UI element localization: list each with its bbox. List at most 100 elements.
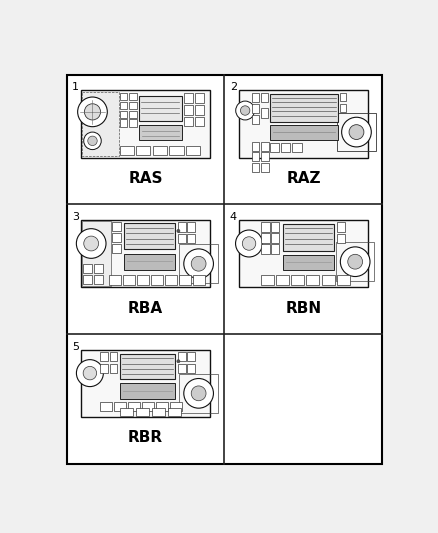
Bar bbox=[337, 234, 345, 244]
Circle shape bbox=[191, 386, 206, 401]
Bar bbox=[251, 163, 259, 172]
Bar bbox=[82, 92, 119, 156]
Bar bbox=[261, 93, 268, 102]
Bar bbox=[270, 125, 338, 140]
Circle shape bbox=[348, 254, 363, 269]
Bar bbox=[152, 408, 165, 416]
Bar bbox=[139, 125, 182, 140]
Bar bbox=[170, 402, 182, 411]
Bar bbox=[271, 244, 279, 254]
Bar bbox=[239, 90, 368, 158]
Bar bbox=[123, 275, 135, 285]
Bar bbox=[239, 220, 368, 287]
Bar bbox=[339, 104, 346, 112]
Bar bbox=[337, 222, 345, 232]
Circle shape bbox=[84, 236, 99, 251]
Bar bbox=[129, 102, 137, 109]
Bar bbox=[165, 275, 177, 285]
Bar bbox=[179, 275, 191, 285]
Bar bbox=[129, 119, 137, 127]
Bar bbox=[283, 224, 335, 251]
Bar bbox=[120, 110, 127, 118]
Bar bbox=[261, 152, 268, 161]
Bar bbox=[83, 274, 92, 284]
Bar bbox=[120, 383, 175, 399]
Bar bbox=[120, 408, 133, 416]
Bar bbox=[251, 115, 259, 124]
Bar bbox=[337, 275, 350, 285]
Circle shape bbox=[242, 237, 256, 250]
Text: 4: 4 bbox=[230, 212, 237, 222]
Circle shape bbox=[85, 104, 101, 120]
Circle shape bbox=[236, 230, 262, 257]
Bar bbox=[283, 255, 335, 270]
Bar bbox=[307, 275, 319, 285]
Bar bbox=[129, 110, 137, 118]
Bar bbox=[270, 143, 279, 151]
Bar bbox=[81, 350, 210, 417]
Bar bbox=[128, 402, 140, 411]
Bar bbox=[195, 105, 204, 115]
Bar bbox=[124, 254, 175, 270]
Bar bbox=[186, 146, 200, 155]
Circle shape bbox=[240, 106, 250, 115]
Bar bbox=[261, 244, 270, 254]
Circle shape bbox=[177, 360, 180, 363]
Circle shape bbox=[236, 101, 254, 120]
Bar bbox=[120, 93, 127, 100]
Bar bbox=[291, 275, 304, 285]
Bar bbox=[184, 117, 194, 126]
Bar bbox=[261, 275, 274, 285]
Bar bbox=[170, 146, 184, 155]
Bar bbox=[178, 364, 186, 373]
Bar bbox=[187, 364, 195, 373]
Bar bbox=[187, 234, 195, 244]
Bar bbox=[110, 364, 117, 373]
Bar bbox=[178, 234, 186, 244]
Bar bbox=[124, 223, 175, 249]
Bar bbox=[184, 93, 194, 103]
Text: 3: 3 bbox=[72, 212, 79, 222]
Text: RAS: RAS bbox=[128, 171, 163, 186]
Text: RBA: RBA bbox=[128, 301, 163, 316]
Circle shape bbox=[177, 229, 180, 232]
Bar bbox=[136, 408, 148, 416]
Text: RBN: RBN bbox=[285, 301, 321, 316]
Bar bbox=[100, 364, 108, 373]
Bar bbox=[195, 93, 204, 103]
Bar bbox=[271, 233, 279, 243]
Bar bbox=[184, 105, 194, 115]
Bar bbox=[83, 264, 92, 273]
Bar bbox=[112, 244, 121, 253]
Bar bbox=[136, 146, 150, 155]
Bar bbox=[339, 93, 346, 101]
Bar bbox=[120, 146, 134, 155]
Bar bbox=[120, 353, 175, 379]
Bar bbox=[142, 402, 154, 411]
Circle shape bbox=[76, 229, 106, 259]
Circle shape bbox=[191, 256, 206, 271]
Bar bbox=[168, 408, 181, 416]
Bar bbox=[337, 113, 376, 151]
Bar bbox=[82, 221, 111, 286]
Text: RAZ: RAZ bbox=[286, 171, 321, 186]
Bar bbox=[195, 117, 204, 126]
Bar bbox=[281, 143, 290, 151]
Bar bbox=[293, 143, 301, 151]
Bar bbox=[178, 222, 186, 232]
Bar bbox=[129, 93, 137, 100]
Bar bbox=[94, 274, 103, 284]
Bar bbox=[251, 142, 259, 151]
Bar bbox=[120, 102, 127, 109]
Bar bbox=[251, 103, 259, 113]
Bar bbox=[114, 402, 126, 411]
Bar bbox=[321, 275, 335, 285]
Bar bbox=[261, 142, 268, 151]
Circle shape bbox=[349, 125, 364, 140]
Bar bbox=[271, 222, 279, 232]
Circle shape bbox=[76, 360, 103, 386]
Bar bbox=[81, 220, 210, 287]
Text: 5: 5 bbox=[72, 342, 79, 352]
Bar bbox=[261, 233, 270, 243]
Bar bbox=[178, 352, 186, 361]
